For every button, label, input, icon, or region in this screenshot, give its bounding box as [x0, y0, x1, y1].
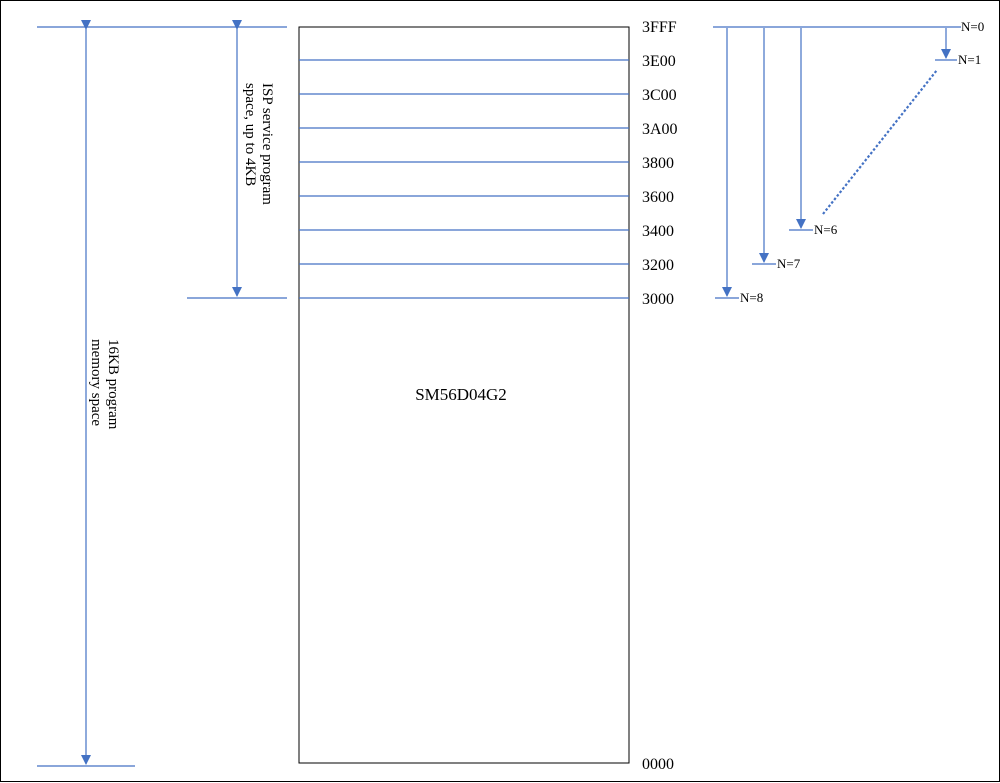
chip-memory-box [298, 26, 630, 764]
address-label: 3400 [642, 223, 674, 240]
isp-space-label: ISP service program space, up to 4KB [242, 83, 275, 205]
continuation-dotted-line [822, 69, 938, 215]
address-label: 0000 [642, 756, 674, 773]
n-label: N=6 [814, 222, 838, 237]
address-label: 3800 [642, 155, 674, 172]
partition-lines [299, 59, 629, 299]
address-label: 3600 [642, 189, 674, 206]
n-label: N=7 [777, 256, 801, 271]
address-labels: 3FFF 3E00 3C00 3A00 3800 3600 3400 3200 … [642, 19, 678, 773]
svg-text:memory space: memory space [88, 339, 104, 426]
svg-text:ISP service program: ISP service program [259, 83, 275, 205]
address-label: 3FFF [642, 19, 677, 36]
address-label: 3000 [642, 291, 674, 308]
address-label: 3E00 [642, 53, 676, 70]
address-label: 3C00 [642, 87, 677, 104]
n-label: N=1 [958, 52, 981, 67]
svg-text:16KB program: 16KB program [105, 339, 121, 430]
n-labels: N=0 N=1 N=6 N=7 N=8 [740, 19, 984, 305]
address-label: 3A00 [642, 121, 678, 138]
memory-space-label: 16KB program memory space [88, 339, 121, 430]
address-label: 3200 [642, 257, 674, 274]
chip-name-label: SM56D04G2 [415, 385, 507, 404]
n-label: N=8 [740, 290, 763, 305]
svg-text:space, up to 4KB: space, up to 4KB [242, 83, 258, 186]
n-label: N=0 [961, 19, 984, 34]
